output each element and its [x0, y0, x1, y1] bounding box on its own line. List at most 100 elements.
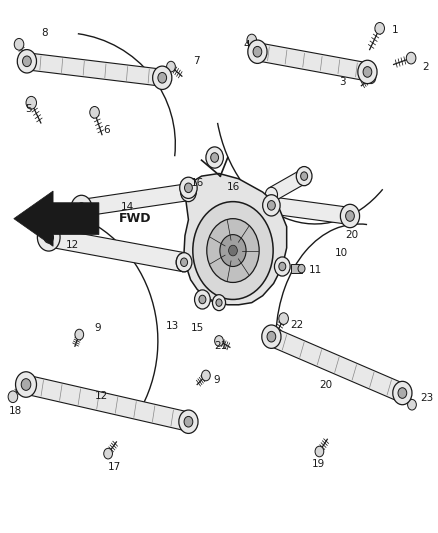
Circle shape — [75, 329, 84, 340]
Polygon shape — [256, 43, 368, 81]
Circle shape — [398, 387, 407, 398]
Circle shape — [181, 183, 195, 200]
Polygon shape — [271, 197, 351, 224]
Text: 22: 22 — [290, 320, 304, 330]
Circle shape — [267, 332, 276, 342]
Text: 9: 9 — [95, 322, 101, 333]
Circle shape — [279, 262, 286, 271]
Polygon shape — [269, 169, 307, 201]
Circle shape — [265, 197, 279, 214]
Circle shape — [180, 258, 187, 266]
Text: 20: 20 — [319, 379, 332, 390]
Circle shape — [176, 253, 192, 272]
Circle shape — [184, 183, 192, 192]
Circle shape — [247, 34, 257, 46]
Circle shape — [343, 207, 357, 224]
Circle shape — [8, 391, 18, 402]
Polygon shape — [48, 228, 185, 272]
Polygon shape — [81, 184, 189, 216]
Circle shape — [275, 257, 290, 276]
Circle shape — [184, 416, 193, 427]
Text: 17: 17 — [108, 463, 121, 472]
Text: 2: 2 — [422, 62, 429, 72]
Polygon shape — [26, 53, 163, 86]
Circle shape — [26, 96, 36, 109]
Text: 13: 13 — [166, 321, 179, 331]
Circle shape — [44, 231, 53, 243]
Circle shape — [366, 72, 376, 84]
Circle shape — [193, 201, 273, 300]
Circle shape — [360, 63, 375, 81]
Circle shape — [104, 448, 113, 459]
Circle shape — [90, 107, 99, 118]
Text: 8: 8 — [41, 28, 47, 38]
Circle shape — [315, 446, 324, 457]
Circle shape — [408, 399, 417, 410]
Text: 15: 15 — [191, 322, 204, 333]
Text: 3: 3 — [339, 77, 346, 87]
Circle shape — [71, 195, 92, 221]
Circle shape — [207, 219, 259, 282]
Circle shape — [298, 264, 305, 273]
Circle shape — [180, 182, 196, 201]
Circle shape — [212, 295, 226, 311]
Circle shape — [201, 370, 210, 381]
Text: 20: 20 — [346, 230, 359, 240]
Circle shape — [206, 147, 223, 168]
Text: 11: 11 — [308, 265, 322, 274]
Text: 5: 5 — [25, 104, 32, 114]
Circle shape — [211, 153, 219, 163]
Circle shape — [15, 372, 36, 397]
Circle shape — [180, 412, 196, 431]
Text: 4: 4 — [243, 41, 250, 50]
Circle shape — [248, 40, 267, 63]
Circle shape — [166, 61, 175, 72]
Circle shape — [300, 172, 307, 180]
Circle shape — [77, 203, 86, 213]
Circle shape — [215, 336, 223, 346]
Text: 12: 12 — [65, 240, 78, 250]
Circle shape — [179, 410, 198, 433]
Circle shape — [74, 199, 88, 216]
Text: 12: 12 — [95, 391, 108, 401]
Circle shape — [185, 188, 192, 196]
Circle shape — [298, 168, 310, 183]
Circle shape — [263, 195, 280, 216]
Circle shape — [253, 46, 262, 57]
Circle shape — [262, 325, 281, 349]
Polygon shape — [291, 264, 301, 273]
Circle shape — [406, 52, 416, 64]
Text: 21: 21 — [214, 341, 227, 351]
Text: 16: 16 — [227, 182, 240, 192]
Circle shape — [21, 378, 31, 390]
Circle shape — [375, 22, 385, 34]
Circle shape — [194, 290, 210, 309]
Text: 1: 1 — [392, 25, 398, 35]
Circle shape — [250, 43, 265, 61]
Circle shape — [395, 383, 410, 402]
Text: 16: 16 — [191, 177, 204, 188]
Circle shape — [176, 253, 192, 272]
Text: FWD: FWD — [119, 212, 151, 225]
Circle shape — [346, 211, 354, 221]
Circle shape — [340, 204, 360, 228]
Circle shape — [279, 313, 288, 325]
Circle shape — [358, 60, 377, 84]
Circle shape — [363, 67, 372, 77]
Circle shape — [158, 72, 166, 83]
Text: 7: 7 — [193, 56, 199, 66]
Circle shape — [37, 223, 60, 251]
Text: 10: 10 — [335, 248, 348, 257]
Circle shape — [18, 375, 34, 394]
Circle shape — [199, 295, 206, 304]
Text: 19: 19 — [311, 459, 325, 469]
Circle shape — [17, 50, 36, 73]
Circle shape — [220, 235, 246, 266]
Circle shape — [20, 53, 34, 70]
Circle shape — [14, 38, 24, 50]
Polygon shape — [269, 328, 405, 402]
Circle shape — [265, 187, 278, 202]
Text: 6: 6 — [103, 125, 110, 135]
Text: 23: 23 — [420, 393, 433, 403]
Circle shape — [216, 299, 222, 306]
